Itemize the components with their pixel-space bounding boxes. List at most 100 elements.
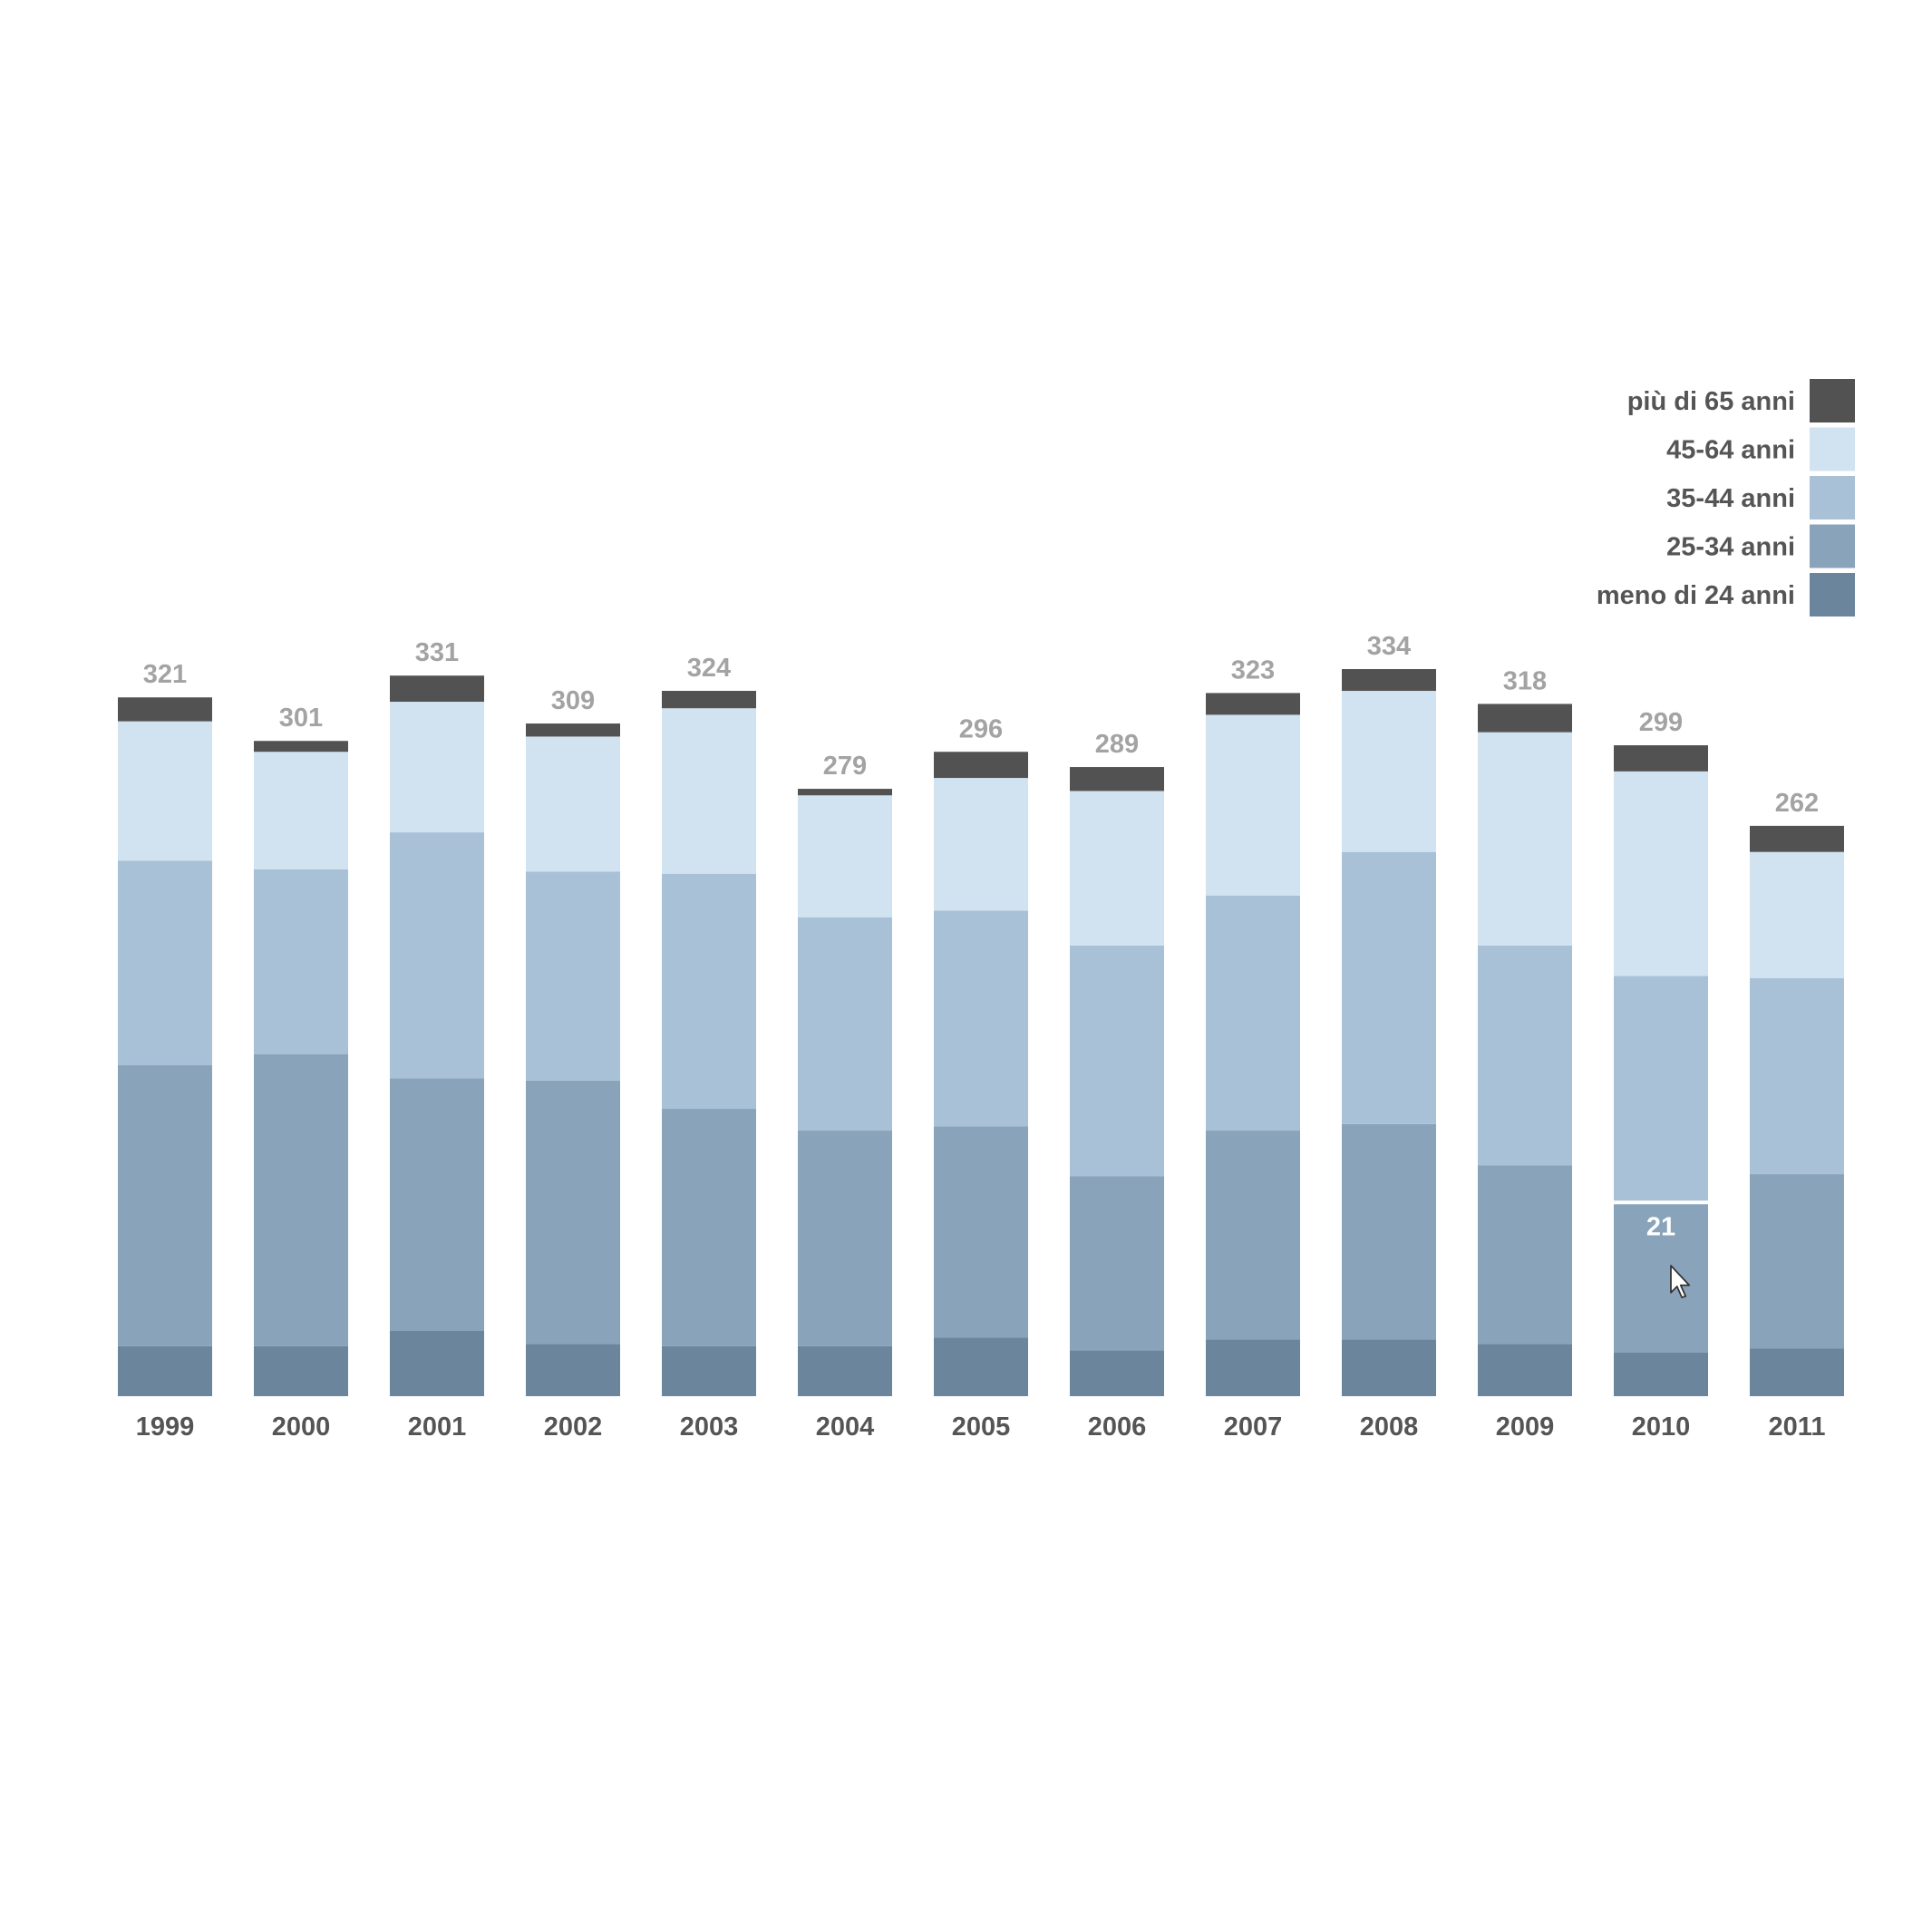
bar-segment-45-64-anni-2001[interactable]	[390, 702, 484, 833]
bar-segment-piu-di-65-anni-1999[interactable]	[118, 697, 212, 722]
bar-group-2008[interactable]	[1342, 669, 1436, 1396]
bar-segment-meno-di-24-anni-2003[interactable]	[662, 1345, 756, 1396]
bar-segment-meno-di-24-anni-2010[interactable]	[1614, 1352, 1708, 1396]
total-label-2008: 334	[1367, 632, 1411, 661]
bar-segment-meno-di-24-anni-2007[interactable]	[1206, 1339, 1300, 1396]
bar-group-1999[interactable]	[118, 697, 212, 1396]
bar-segment-piu-di-65-anni-2011[interactable]	[1750, 825, 1844, 852]
legend-item-25-34-anni: 25-34 anni	[1666, 524, 1855, 568]
bar-segment-piu-di-65-anni-2003[interactable]	[662, 691, 756, 709]
bar-segment-45-64-anni-2004[interactable]	[798, 795, 892, 917]
legend-item-35-44-anni: 35-44 anni	[1666, 476, 1855, 519]
bar-group-2007[interactable]	[1206, 693, 1300, 1396]
bar-segment-45-64-anni-2008[interactable]	[1342, 691, 1436, 852]
bar-segment-piu-di-65-anni-2007[interactable]	[1206, 693, 1300, 715]
bar-segment-35-44-anni-2006[interactable]	[1070, 945, 1164, 1177]
bar-segment-meno-di-24-anni-2011[interactable]	[1750, 1348, 1844, 1396]
labels-layer: 321 1999 301 2000 331 2001 309 2002 324 2003 279 20…	[136, 632, 1826, 1442]
legend-item-45-64-anni: 45-64 anni	[1666, 427, 1855, 471]
total-label-2006: 289	[1095, 730, 1139, 759]
bar-segment-piu-di-65-anni-2008[interactable]	[1342, 669, 1436, 692]
bar-group-2011[interactable]	[1750, 825, 1844, 1396]
bar-segment-45-64-anni-2005[interactable]	[934, 778, 1028, 911]
bar-segment-meno-di-24-anni-1999[interactable]	[118, 1345, 212, 1396]
bar-group-2005[interactable]	[934, 752, 1028, 1396]
bar-segment-meno-di-24-anni-2001[interactable]	[390, 1330, 484, 1396]
bar-segment-meno-di-24-anni-2006[interactable]	[1070, 1350, 1164, 1396]
bar-segment-45-64-anni-2003[interactable]	[662, 708, 756, 874]
bar-group-2006[interactable]	[1070, 767, 1164, 1396]
bar-segment-25-34-anni-2010[interactable]	[1614, 1202, 1708, 1353]
bar-segment-piu-di-65-anni-2006[interactable]	[1070, 767, 1164, 791]
bar-segment-piu-di-65-anni-2001[interactable]	[390, 675, 484, 703]
bar-segment-35-44-anni-2005[interactable]	[934, 910, 1028, 1127]
bar-group-2002[interactable]	[526, 723, 620, 1396]
bar-segment-25-34-anni-2002[interactable]	[526, 1080, 620, 1345]
bar-segment-25-34-anni-2000[interactable]	[254, 1054, 348, 1346]
legend-item-meno-di-24-anni: meno di 24 anni	[1597, 573, 1855, 616]
bar-segment-35-44-anni-2011[interactable]	[1750, 977, 1844, 1175]
x-tick-label-2003: 2003	[680, 1413, 739, 1442]
bar-segment-35-44-anni-2009[interactable]	[1478, 945, 1572, 1166]
x-tick-label-2000: 2000	[272, 1413, 331, 1442]
bar-segment-meno-di-24-anni-2000[interactable]	[254, 1345, 348, 1396]
bar-segment-35-44-anni-2004[interactable]	[798, 917, 892, 1131]
bar-segment-35-44-anni-2007[interactable]	[1206, 895, 1300, 1131]
total-label-2002: 309	[551, 686, 595, 715]
bar-segment-45-64-anni-2006[interactable]	[1070, 791, 1164, 946]
bar-segment-piu-di-65-anni-2000[interactable]	[254, 741, 348, 752]
bar-segment-35-44-anni-2010[interactable]	[1614, 976, 1708, 1203]
bar-group-2010[interactable]	[1614, 745, 1708, 1396]
bar-segment-25-34-anni-2009[interactable]	[1478, 1165, 1572, 1345]
bar-segment-25-34-anni-2001[interactable]	[390, 1078, 484, 1331]
bar-segment-piu-di-65-anni-2004[interactable]	[798, 789, 892, 796]
bar-segment-25-34-anni-2003[interactable]	[662, 1109, 756, 1346]
bar-segment-25-34-anni-2006[interactable]	[1070, 1176, 1164, 1351]
bar-group-2004[interactable]	[798, 789, 892, 1396]
bar-segment-45-64-anni-1999[interactable]	[118, 721, 212, 861]
bar-segment-25-34-anni-2011[interactable]	[1750, 1174, 1844, 1349]
bar-segment-piu-di-65-anni-2010[interactable]	[1614, 745, 1708, 772]
bar-segment-35-44-anni-2003[interactable]	[662, 873, 756, 1110]
legend-swatch-25-34-anni	[1810, 524, 1855, 568]
total-label-2004: 279	[823, 752, 867, 781]
bar-segment-45-64-anni-2002[interactable]	[526, 736, 620, 872]
bar-segment-meno-di-24-anni-2009[interactable]	[1478, 1344, 1572, 1396]
legend-label-meno-di-24-anni: meno di 24 anni	[1597, 581, 1795, 610]
bar-segment-25-34-anni-2007[interactable]	[1206, 1131, 1300, 1340]
x-tick-label-2010: 2010	[1632, 1413, 1691, 1442]
bar-segment-meno-di-24-anni-2002[interactable]	[526, 1344, 620, 1396]
hover-value-label: 21	[1646, 1212, 1675, 1241]
bar-segment-piu-di-65-anni-2002[interactable]	[526, 723, 620, 737]
total-label-1999: 321	[143, 660, 187, 689]
bar-segment-piu-di-65-anni-2009[interactable]	[1478, 704, 1572, 733]
bar-segment-25-34-anni-2008[interactable]	[1342, 1123, 1436, 1340]
bar-group-2003[interactable]	[662, 691, 756, 1396]
bar-group-2009[interactable]	[1478, 704, 1572, 1396]
bar-segment-45-64-anni-2011[interactable]	[1750, 851, 1844, 978]
legend-swatch-meno-di-24-anni	[1810, 573, 1855, 616]
bar-segment-35-44-anni-2002[interactable]	[526, 871, 620, 1081]
bar-segment-35-44-anni-2008[interactable]	[1342, 851, 1436, 1124]
bar-segment-meno-di-24-anni-2008[interactable]	[1342, 1339, 1436, 1396]
bar-segment-45-64-anni-2009[interactable]	[1478, 732, 1572, 946]
bar-segment-35-44-anni-2001[interactable]	[390, 832, 484, 1079]
bar-segment-25-34-anni-1999[interactable]	[118, 1065, 212, 1346]
bar-segment-25-34-anni-2004[interactable]	[798, 1131, 892, 1346]
bar-segment-45-64-anni-2010[interactable]	[1614, 771, 1708, 976]
legend-label-45-64-anni: 45-64 anni	[1666, 436, 1795, 465]
bar-segment-35-44-anni-2000[interactable]	[254, 869, 348, 1055]
bar-segment-meno-di-24-anni-2005[interactable]	[934, 1337, 1028, 1396]
bar-segment-35-44-anni-1999[interactable]	[118, 860, 212, 1066]
x-tick-label-2008: 2008	[1360, 1413, 1419, 1442]
bar-segment-piu-di-65-anni-2005[interactable]	[934, 752, 1028, 779]
x-tick-label-2007: 2007	[1224, 1413, 1283, 1442]
bar-segment-25-34-anni-2005[interactable]	[934, 1126, 1028, 1338]
bar-group-2001[interactable]	[390, 675, 484, 1396]
legend-label-piu-di-65-anni: più di 65 anni	[1627, 387, 1795, 416]
bar-segment-meno-di-24-anni-2004[interactable]	[798, 1345, 892, 1396]
bar-segment-45-64-anni-2000[interactable]	[254, 752, 348, 869]
bar-group-2000[interactable]	[254, 741, 348, 1396]
bars-layer	[118, 669, 1844, 1396]
bar-segment-45-64-anni-2007[interactable]	[1206, 714, 1300, 896]
